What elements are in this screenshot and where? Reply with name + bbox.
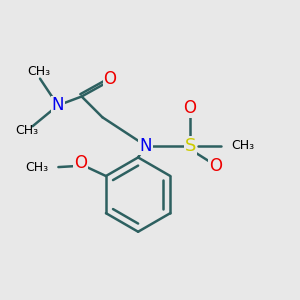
Text: O: O <box>209 157 222 175</box>
Text: CH₃: CH₃ <box>25 160 48 174</box>
Text: N: N <box>139 136 152 154</box>
Text: O: O <box>184 99 196 117</box>
Text: O: O <box>74 154 87 172</box>
Text: O: O <box>103 70 116 88</box>
Text: CH₃: CH₃ <box>15 124 38 137</box>
Text: N: N <box>52 96 64 114</box>
Text: CH₃: CH₃ <box>27 65 50 78</box>
Text: CH₃: CH₃ <box>232 139 255 152</box>
Text: S: S <box>184 136 196 154</box>
